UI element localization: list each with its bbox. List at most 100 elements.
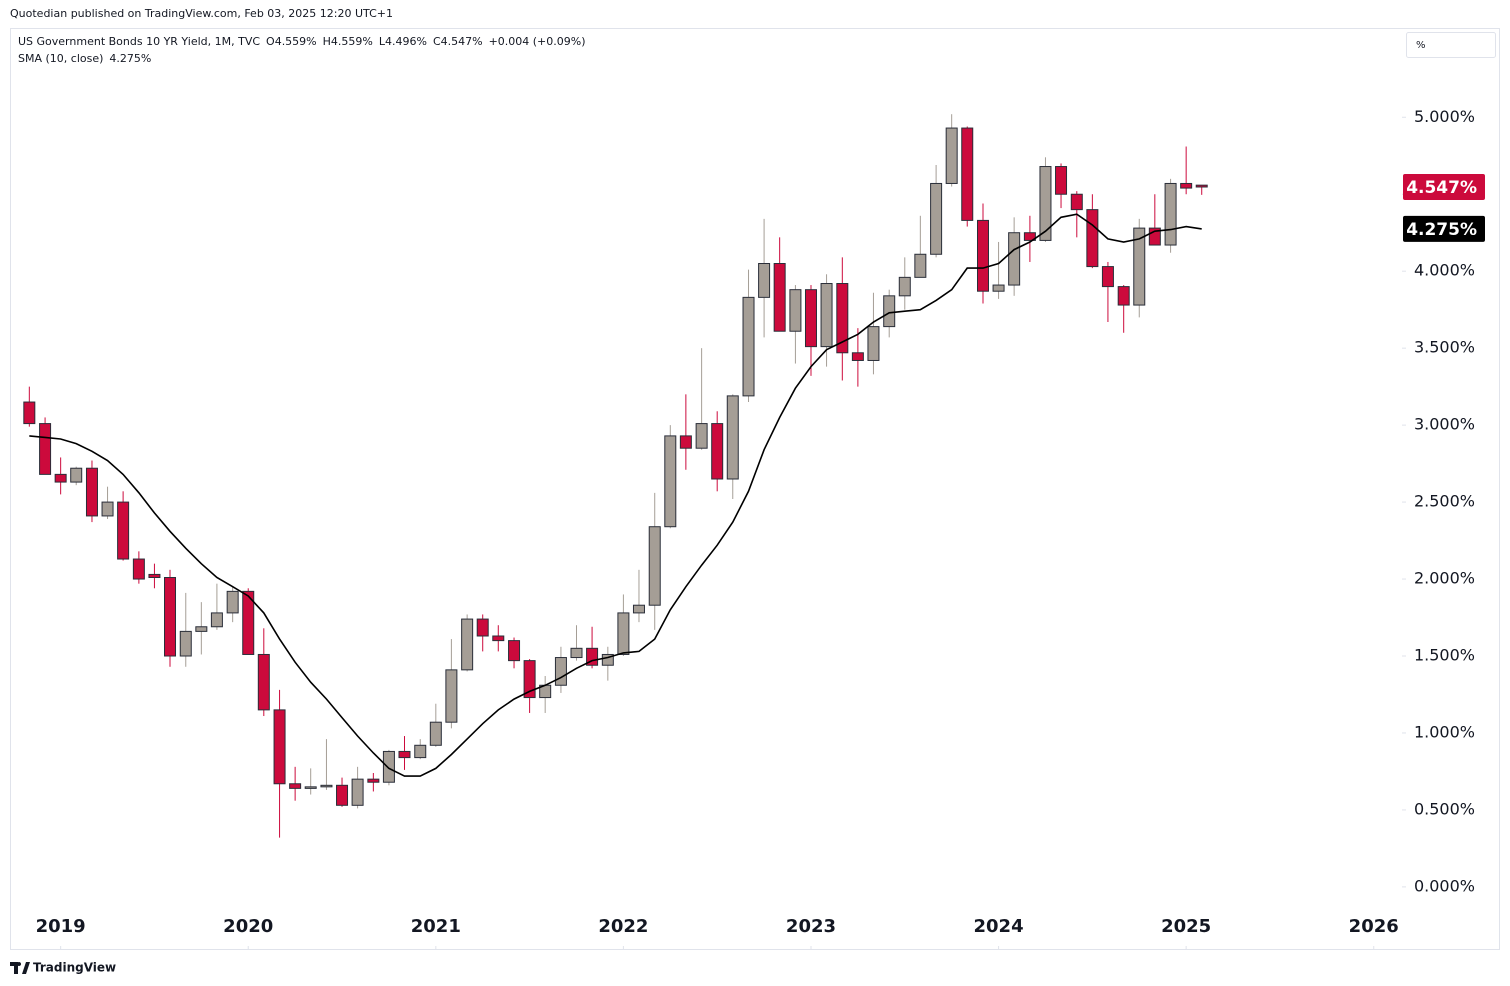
sma-name: SMA (10, close) (18, 52, 103, 65)
candle-body (1023, 232, 1036, 241)
unit-box[interactable] (1406, 32, 1496, 58)
candle-body (820, 283, 833, 348)
y-tick-label: 3.500% (1414, 338, 1475, 357)
candle-body (289, 783, 302, 789)
candle-body (1133, 227, 1146, 306)
y-tick-label: 2.000% (1414, 569, 1475, 588)
candle-body (789, 289, 802, 332)
sma-legend: SMA (10, close) 4.275% (18, 52, 151, 65)
candle-body (601, 653, 614, 666)
candle-body (898, 276, 911, 297)
candle-body (804, 289, 817, 348)
candle-body (836, 283, 849, 354)
candle-body (320, 784, 333, 788)
candle-body (414, 744, 427, 759)
footer-brand: TradingView (33, 961, 116, 975)
candle-body (85, 467, 98, 517)
frame (10, 28, 1500, 950)
candle-body (367, 778, 380, 783)
candle-body (1148, 227, 1161, 246)
sma-price-label: 4.275% (1406, 220, 1477, 240)
candle-body (148, 573, 161, 579)
candle-body (742, 296, 755, 397)
candle-body (445, 669, 458, 723)
candle-body (39, 423, 52, 475)
legend-low: L4.496% (379, 35, 427, 48)
candle-body (492, 635, 505, 642)
candle-body (257, 653, 270, 711)
y-tick-label: 5.000% (1414, 107, 1475, 126)
candle-body (648, 526, 661, 606)
candle-body (508, 640, 521, 662)
candle-body (992, 284, 1005, 292)
x-tick-label: 2019 (36, 916, 86, 937)
candle-body (195, 626, 208, 632)
candle-body (429, 721, 442, 746)
candle-body (179, 630, 192, 657)
candle-body (1039, 166, 1052, 241)
candle-body (570, 647, 583, 659)
legend-change: +0.004 (+0.09%) (489, 35, 586, 48)
published-note: Quotedian published on TradingView.com, … (10, 7, 393, 20)
candle-body (1180, 182, 1193, 189)
footer-logo (10, 962, 30, 974)
candle-body (1070, 193, 1083, 211)
sma-value: 4.275% (109, 52, 151, 65)
candle-body (461, 618, 474, 671)
candle-body (617, 612, 630, 655)
candle-body (914, 253, 927, 278)
x-tick-label: 2023 (786, 916, 836, 937)
candle-body (398, 750, 411, 759)
candle-body (117, 501, 130, 560)
legend-open: O4.559% (266, 35, 317, 48)
legend-close: C4.547% (433, 35, 483, 48)
candle-body (210, 612, 223, 628)
candle-body (523, 660, 536, 699)
sma-price-label-bg (1403, 215, 1485, 242)
sma-line (29, 213, 1202, 777)
x-tick-label: 2026 (1349, 916, 1399, 937)
candle-body (851, 352, 864, 361)
candle-body (695, 423, 708, 449)
x-tick-label: 2022 (598, 916, 648, 937)
candle-body (1117, 286, 1130, 306)
candle-body (1195, 184, 1208, 188)
candle-body (554, 657, 567, 686)
candle-body (961, 127, 974, 221)
legend-high: H4.559% (323, 35, 373, 48)
candle-body (1164, 182, 1177, 246)
candle-body (242, 590, 255, 655)
candle-body (586, 647, 599, 666)
candle-body (758, 263, 771, 298)
y-tick-label: 1.000% (1414, 722, 1475, 741)
candle-body (23, 401, 36, 425)
candle-body (1008, 232, 1021, 286)
candle-body (382, 750, 395, 783)
candle-body (664, 435, 677, 528)
unit-label: % (1416, 40, 1426, 51)
candle-body (273, 709, 286, 785)
candle-body (1055, 166, 1068, 195)
y-tick-label: 0.500% (1414, 799, 1475, 818)
candle-body (1086, 209, 1099, 268)
candle-body (164, 577, 177, 657)
candle-body (70, 467, 83, 483)
plot-area (23, 114, 1208, 838)
legend-title: US Government Bonds 10 YR Yield, 1M, TVC (18, 35, 260, 48)
candle-body (711, 423, 724, 480)
candle-body (726, 395, 739, 480)
candle-body (336, 784, 349, 806)
candle-body (679, 435, 692, 449)
y-tick-label: 4.000% (1414, 261, 1475, 280)
candle-body (1101, 266, 1114, 288)
y-tick-label: 2.500% (1414, 492, 1475, 511)
candle-body (867, 326, 880, 361)
candle-body (351, 778, 364, 806)
y-tick-label: 0.000% (1414, 876, 1475, 895)
candle-body (226, 590, 239, 614)
legend-line: US Government Bonds 10 YR Yield, 1M, TVC… (18, 35, 586, 48)
x-tick-label: 2025 (1161, 916, 1211, 937)
y-tick-label: 1.500% (1414, 646, 1475, 665)
candle-body (930, 182, 943, 255)
